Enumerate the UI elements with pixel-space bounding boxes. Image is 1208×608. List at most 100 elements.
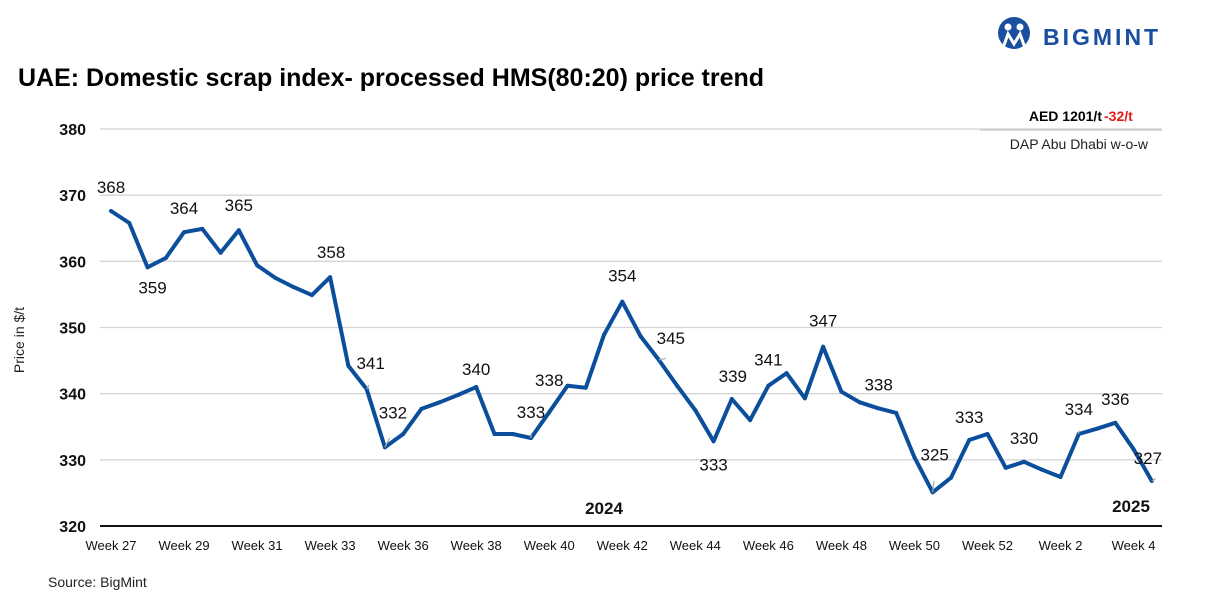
year-annotation-2024: 2024 — [585, 499, 623, 518]
data-point — [875, 406, 880, 411]
data-point — [693, 408, 698, 413]
x-tick-label: Week 2 — [1039, 538, 1083, 553]
data-point — [182, 230, 187, 235]
price-change: -32/t — [1104, 108, 1133, 124]
x-tick-label: Week 50 — [889, 538, 940, 553]
label-leader-line — [932, 480, 935, 493]
y-tick-label: 370 — [59, 188, 86, 205]
data-point — [455, 392, 460, 397]
data-label: 333 — [699, 455, 727, 474]
data-point — [985, 432, 990, 437]
y-tick-label: 380 — [59, 122, 86, 139]
data-point — [492, 432, 497, 437]
data-point — [894, 410, 899, 415]
data-point — [1113, 420, 1118, 425]
data-point — [638, 334, 643, 339]
data-point — [583, 385, 588, 390]
data-point — [1022, 459, 1026, 464]
x-tick-label: Week 4 — [1112, 538, 1156, 553]
x-tick-label: Week 27 — [85, 538, 136, 553]
data-label: 354 — [608, 267, 636, 286]
data-point — [401, 432, 406, 437]
label-leader-line — [658, 357, 667, 361]
data-point — [839, 389, 844, 394]
data-label: 364 — [170, 199, 198, 218]
data-point — [309, 293, 314, 298]
data-point — [127, 220, 132, 225]
data-point — [1040, 467, 1045, 472]
x-tick-label: Week 52 — [962, 538, 1013, 553]
price-value: AED 1201/t — [1029, 108, 1102, 124]
data-point — [510, 432, 515, 437]
data-label: 338 — [864, 375, 892, 394]
logo-text: BIGMINT — [1043, 24, 1161, 50]
data-point — [1131, 447, 1136, 452]
data-point — [857, 400, 862, 405]
data-point — [346, 363, 351, 368]
data-label: 338 — [535, 371, 563, 390]
label-leader-line — [1151, 478, 1156, 482]
data-point — [784, 371, 789, 376]
data-label: 333 — [955, 408, 983, 427]
y-tick-label: 340 — [59, 387, 86, 404]
x-tick-label: Week 48 — [816, 538, 867, 553]
data-label: 341 — [754, 351, 782, 370]
data-point — [565, 383, 570, 388]
bigmint-logo: BIGMINT — [998, 17, 1161, 50]
data-point — [437, 400, 442, 405]
price-basis: DAP Abu Dhabi w-o-w — [1010, 136, 1149, 152]
data-point — [218, 250, 223, 255]
data-point — [912, 455, 917, 460]
data-point — [200, 226, 205, 231]
data-point — [602, 332, 607, 337]
data-point — [748, 418, 753, 423]
data-point — [328, 275, 333, 280]
x-tick-label: Week 44 — [670, 538, 721, 553]
data-point — [1003, 465, 1008, 470]
data-point — [675, 383, 680, 388]
y-tick-label: 320 — [59, 519, 86, 536]
y-tick-label: 360 — [59, 254, 86, 271]
data-label: 347 — [809, 312, 837, 331]
data-label: 327 — [1134, 449, 1162, 468]
source-note: Source: BigMint — [48, 574, 147, 590]
data-point — [620, 299, 625, 304]
label-leader-line — [384, 437, 391, 448]
data-point — [145, 265, 150, 270]
label-leader-line — [366, 384, 370, 390]
data-point — [967, 437, 972, 442]
price-line — [109, 209, 1154, 495]
x-tick-label: Week 36 — [378, 538, 429, 553]
x-tick-label: Week 46 — [743, 538, 794, 553]
x-tick-label: Week 29 — [159, 538, 210, 553]
data-label: 340 — [462, 360, 490, 379]
data-label: 345 — [657, 329, 685, 348]
data-point — [474, 385, 479, 390]
data-label: 339 — [719, 367, 747, 386]
data-point — [711, 439, 716, 444]
data-label: 334 — [1065, 400, 1093, 419]
x-tick-label: Week 38 — [451, 538, 502, 553]
data-label: 332 — [379, 403, 407, 422]
data-point — [802, 396, 807, 401]
y-tick-label: 330 — [59, 453, 86, 470]
data-label: 341 — [356, 354, 384, 373]
data-point — [291, 285, 296, 290]
data-point — [236, 228, 241, 233]
data-label: 330 — [1010, 429, 1038, 448]
data-label: 325 — [921, 445, 949, 464]
data-label: 359 — [138, 278, 166, 297]
data-point — [948, 475, 953, 480]
data-point — [1058, 475, 1063, 480]
data-point — [766, 383, 771, 388]
data-point — [729, 396, 734, 401]
data-point — [547, 410, 552, 415]
data-point — [255, 263, 260, 268]
chart-title: UAE: Domestic scrap index- processed HMS… — [18, 64, 764, 92]
data-point — [273, 275, 278, 280]
x-tick-label: Week 42 — [597, 538, 648, 553]
data-point — [163, 256, 168, 261]
data-label: 368 — [97, 178, 125, 197]
y-tick-label: 350 — [59, 321, 86, 338]
